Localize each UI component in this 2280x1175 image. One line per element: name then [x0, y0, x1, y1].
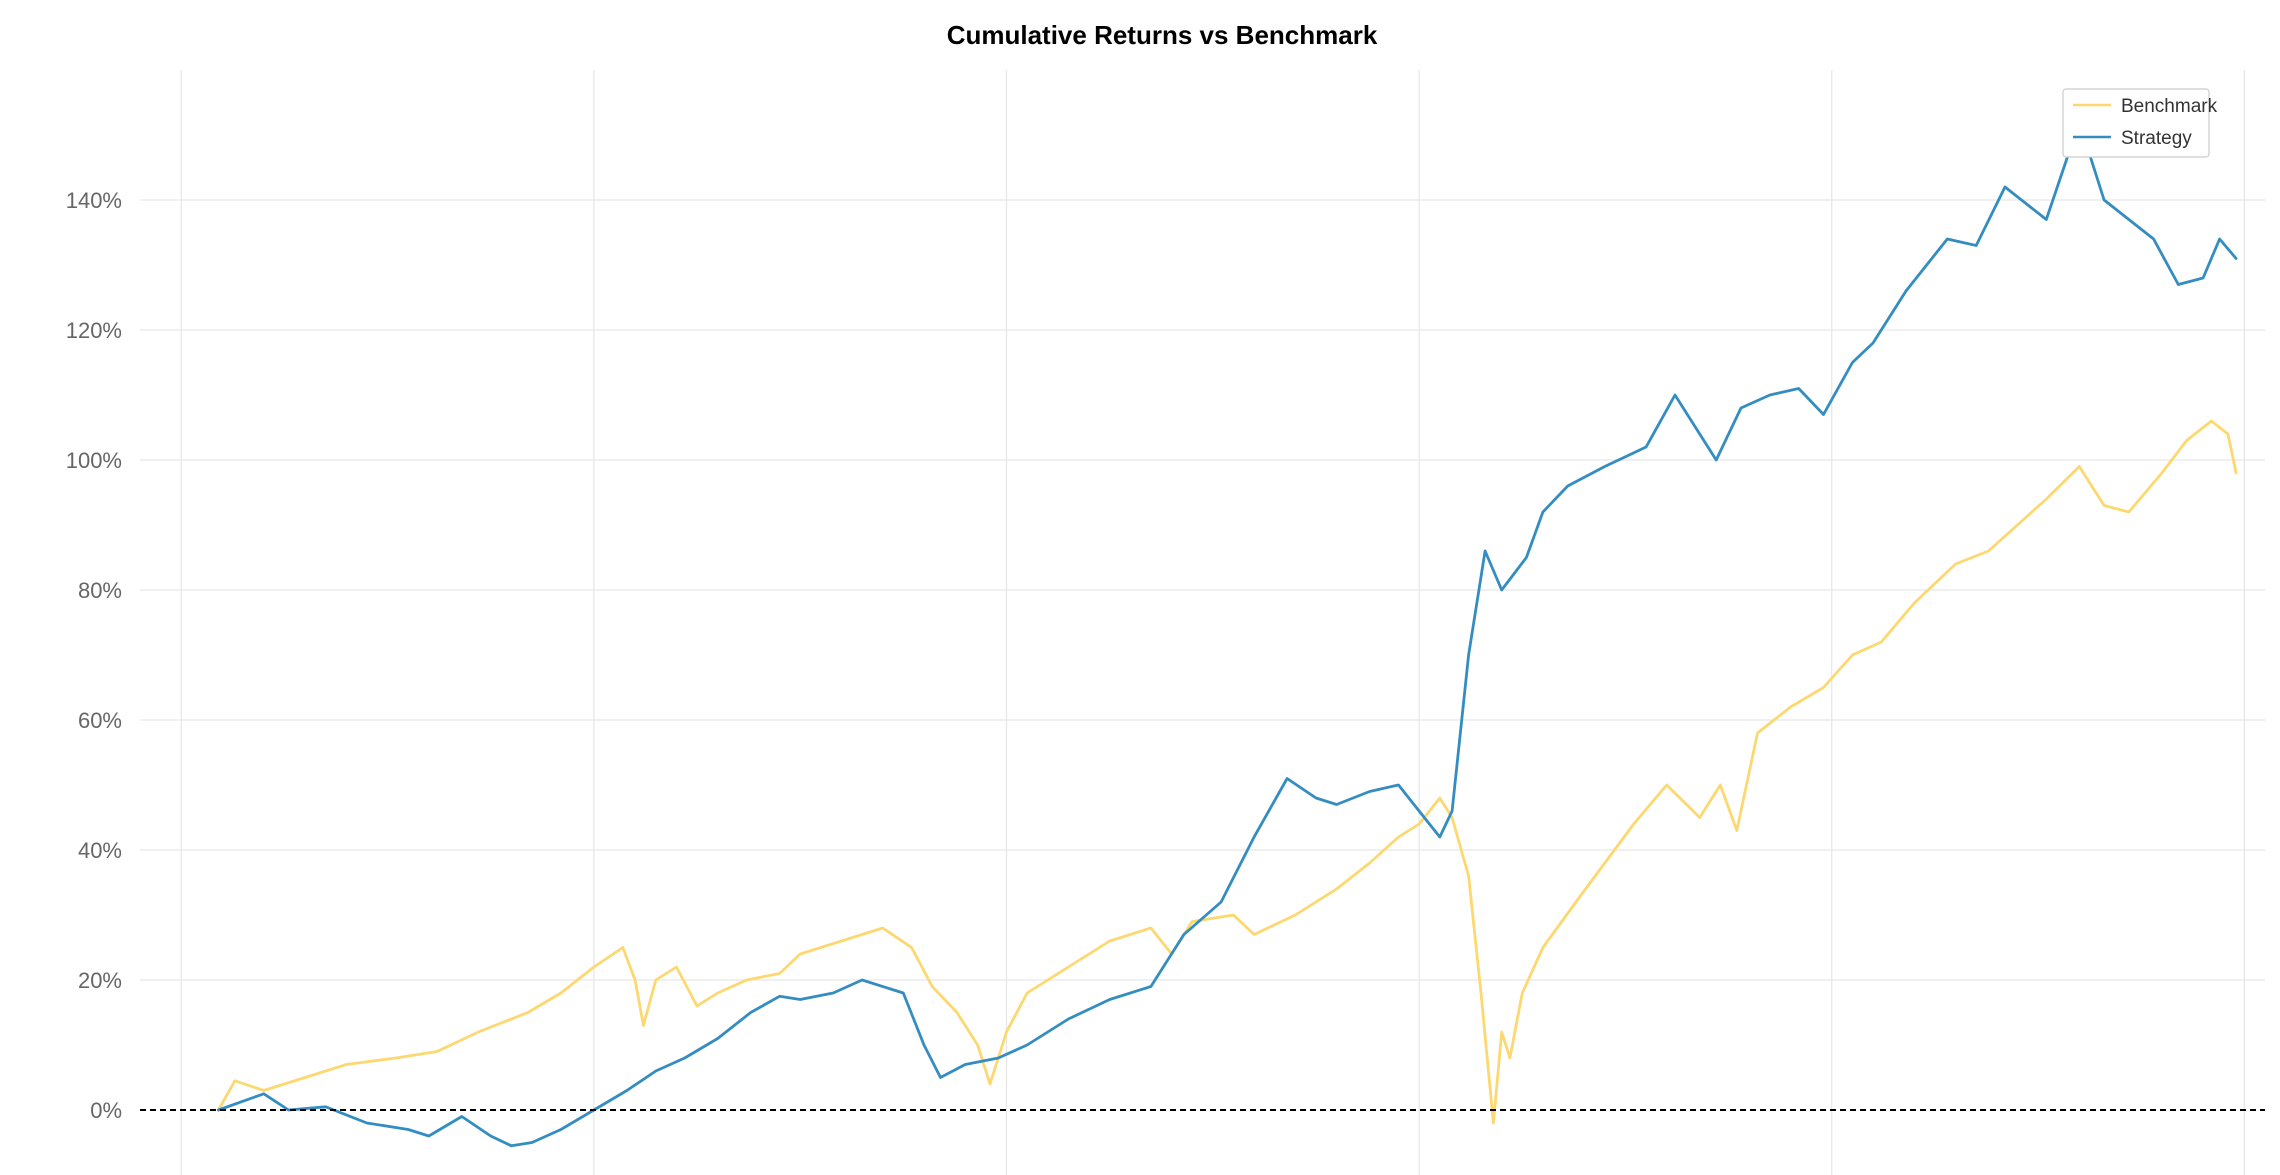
- y-axis-ticks: 0% 20% 40% 60% 80% 100% 120% 140%: [66, 188, 122, 1123]
- y-tick-label: 80%: [78, 578, 122, 603]
- series-layer: [216, 120, 2238, 1148]
- series-line-strategy: [216, 120, 2238, 1148]
- y-tick-label: 100%: [66, 448, 122, 473]
- legend-label-benchmark: Benchmark: [2121, 96, 2218, 117]
- series-line-benchmark: [216, 419, 2238, 1125]
- y-tick-label: 40%: [78, 838, 122, 863]
- chart-title: Cumulative Returns vs Benchmark: [947, 20, 1378, 50]
- y-tick-label: 20%: [78, 968, 122, 993]
- y-tick-label: 140%: [66, 188, 122, 213]
- y-tick-label: 120%: [66, 318, 122, 343]
- legend: Benchmark Strategy: [2062, 88, 2218, 158]
- y-tick-label: 60%: [78, 708, 122, 733]
- y-tick-label: 0%: [90, 1098, 122, 1123]
- grid-layer: [140, 70, 2265, 1175]
- legend-label-strategy: Strategy: [2121, 128, 2192, 149]
